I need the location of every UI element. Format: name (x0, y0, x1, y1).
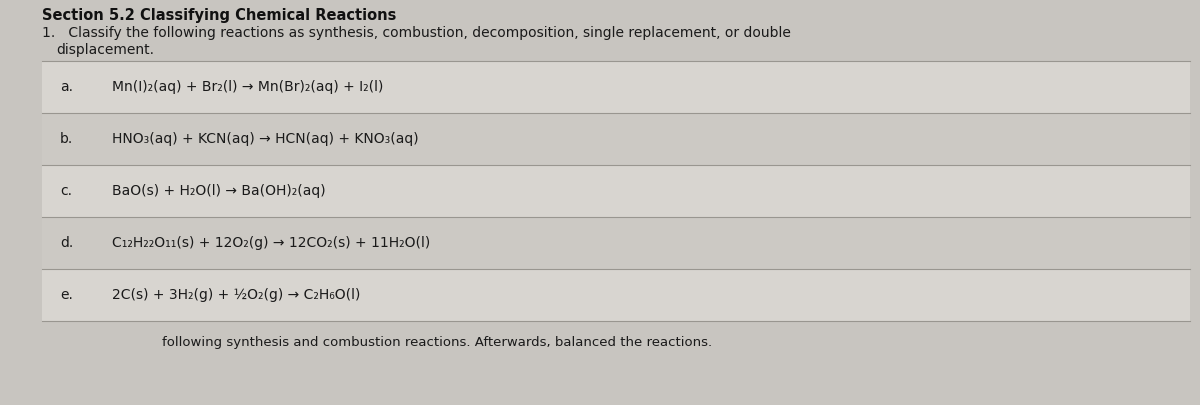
Text: displacement.: displacement. (56, 43, 154, 57)
Bar (42, 113, 1190, 165)
Text: BaO(s) + H₂O(l) → Ba(OH)₂(aq): BaO(s) + H₂O(l) → Ba(OH)₂(aq) (112, 184, 325, 198)
Bar (42, 165, 1190, 217)
Text: Section 5.2 Classifying Chemical Reactions: Section 5.2 Classifying Chemical Reactio… (42, 8, 396, 23)
Bar (42, 217, 1190, 269)
Text: Mn(I)₂(aq) + Br₂(l) → Mn(Br)₂(aq) + I₂(l): Mn(I)₂(aq) + Br₂(l) → Mn(Br)₂(aq) + I₂(l… (112, 80, 383, 94)
Text: d.: d. (60, 236, 73, 250)
Text: e.: e. (60, 288, 73, 302)
Text: C₁₂H₂₂O₁₁(s) + 12O₂(g) → 12CO₂(s) + 11H₂O(l): C₁₂H₂₂O₁₁(s) + 12O₂(g) → 12CO₂(s) + 11H₂… (112, 236, 431, 250)
Text: b.: b. (60, 132, 73, 146)
Text: a.: a. (60, 80, 73, 94)
Bar (42, 61, 1190, 113)
Bar (42, 269, 1190, 321)
Text: following synthesis and combustion reactions. Afterwards, balanced the reactions: following synthesis and combustion react… (162, 336, 712, 349)
Text: 1.   Classify the following reactions as synthesis, combustion, decomposition, s: 1. Classify the following reactions as s… (42, 26, 791, 40)
Text: 2C(s) + 3H₂(g) + ½O₂(g) → C₂H₆O(l): 2C(s) + 3H₂(g) + ½O₂(g) → C₂H₆O(l) (112, 288, 360, 302)
Text: c.: c. (60, 184, 72, 198)
Text: HNO₃(aq) + KCN(aq) → HCN(aq) + KNO₃(aq): HNO₃(aq) + KCN(aq) → HCN(aq) + KNO₃(aq) (112, 132, 419, 146)
